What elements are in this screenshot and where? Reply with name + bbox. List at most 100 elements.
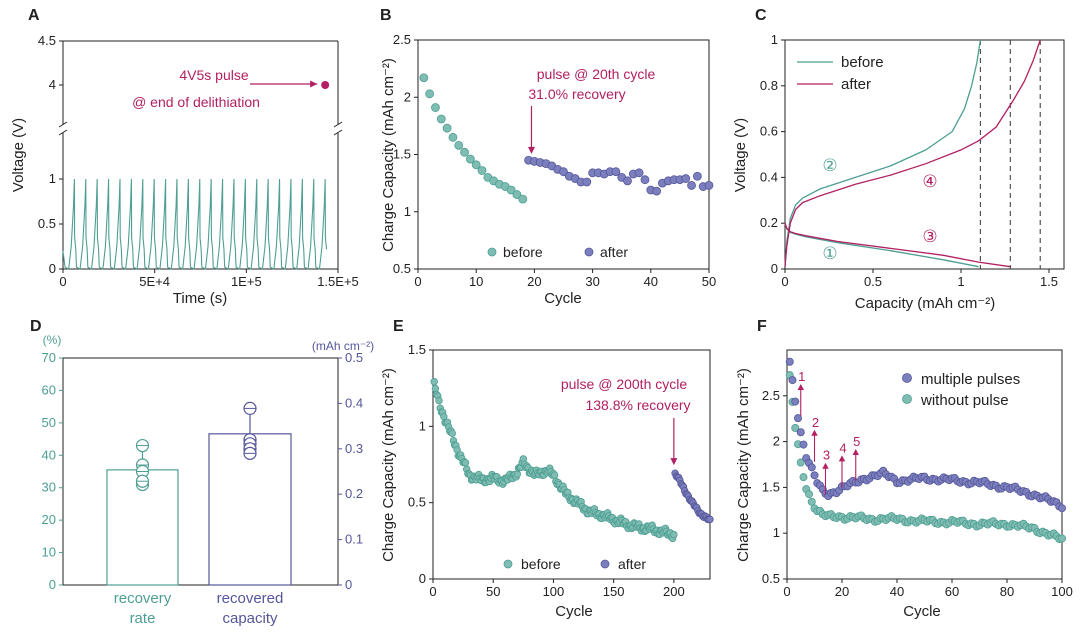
x-tick-label: 0 — [429, 584, 436, 599]
x-tick-label: 30 — [585, 274, 599, 289]
data-point-after — [706, 515, 714, 524]
y-tick-label: 0.2 — [345, 486, 363, 501]
axis-break-mark — [333, 129, 343, 136]
data-point-multiple-pulses — [796, 428, 805, 437]
x-tick-label: 0 — [783, 584, 790, 599]
legend-marker-after — [584, 247, 594, 257]
y-tick-label: 1 — [771, 32, 778, 47]
x-axis-label: Cycle — [555, 603, 593, 620]
plot-frame — [432, 349, 711, 580]
data-point-before — [448, 132, 458, 142]
curve-before-charge — [784, 39, 982, 267]
x-tick-label: 5E+4 — [139, 274, 170, 289]
curve-label-4: ④ — [922, 172, 937, 191]
pulse-number-label: 3 — [823, 448, 830, 463]
x-tick-label: 50 — [486, 584, 500, 599]
data-point-before — [431, 384, 440, 393]
data-point-before — [471, 160, 481, 170]
right-axis-unit: (mAh cm⁻²) — [312, 339, 374, 353]
y-tick-label: 4.5 — [38, 33, 56, 48]
pulse-annotation: pulse @ 200th cycle — [561, 376, 687, 392]
axis-break-mark — [333, 121, 343, 128]
category-label: rate — [130, 610, 156, 627]
y-tick-label: 0.4 — [345, 395, 363, 410]
pulse-annotation: 4V5s pulse — [179, 67, 248, 83]
y-tick-label: 1 — [773, 525, 780, 540]
x-axis-label: Cycle — [544, 290, 582, 307]
y-tick-label: 1 — [419, 418, 426, 433]
x-tick-label: 40 — [890, 584, 904, 599]
y-tick-label: 2 — [773, 434, 780, 449]
y-tick-label: 0.1 — [345, 532, 363, 547]
x-tick-label: 1.5 — [1040, 274, 1058, 289]
y-tick-label-left: 50 — [42, 415, 56, 430]
y-tick-label: 1 — [404, 204, 411, 219]
y-tick-label-left: 10 — [42, 545, 56, 560]
pulse-number-label: 2 — [812, 415, 819, 430]
y-tick-label: 1.5 — [393, 147, 411, 162]
y-tick-label: 0.5 — [38, 216, 56, 231]
data-point-before — [550, 471, 559, 479]
x-tick-label: 60 — [945, 584, 959, 599]
data-point-without-pulse — [796, 458, 805, 467]
y-tick-label-left: 0 — [49, 577, 56, 592]
x-tick-label: 0 — [781, 274, 788, 289]
pulse-arrowhead — [670, 458, 678, 466]
x-tick-label: 100 — [543, 584, 565, 599]
legend-label-after: after — [841, 76, 871, 93]
y-tick-label: 0.2 — [760, 215, 778, 230]
y-tick-label-left: 60 — [42, 382, 56, 397]
pulse-annotation: @ end of delithiation — [132, 94, 260, 110]
x-tick-label: 0.5 — [864, 274, 882, 289]
x-tick-label: 1.5E+5 — [317, 274, 359, 289]
data-point-after — [652, 186, 662, 196]
legend-label-before: before — [503, 244, 543, 260]
x-axis-label: Time (s) — [173, 290, 227, 307]
x-axis-label: Capacity (mAh cm⁻²) — [855, 295, 995, 312]
y-tick-label: 0.5 — [762, 571, 780, 586]
x-tick-label: 20 — [527, 274, 541, 289]
pulse-arrowhead — [811, 429, 818, 436]
data-point-before — [513, 470, 522, 478]
legend-label-after: after — [600, 244, 628, 260]
y-axis-label: Voltage (V) — [10, 118, 27, 192]
y-tick-label: 0.6 — [760, 124, 778, 139]
x-axis-label: Cycle — [903, 603, 941, 620]
y-axis-label: Charge Capacity (mAh cm⁻²) — [380, 368, 397, 562]
data-point-without-pulse — [791, 424, 800, 433]
data-point-before — [465, 154, 475, 164]
pulse-arrowhead — [852, 448, 859, 455]
data-point-before — [460, 147, 469, 157]
y-tick-label: 1 — [49, 171, 56, 186]
data-point-before — [430, 378, 438, 386]
pulse-point — [321, 81, 330, 89]
plot-frame — [786, 349, 1063, 580]
legend-label-before: before — [521, 556, 561, 572]
data-point-after — [559, 167, 568, 177]
y-tick-label: 0.8 — [760, 78, 778, 93]
x-tick-label: 20 — [835, 584, 849, 599]
pulse-annotation: pulse @ 20th cycle — [537, 66, 656, 82]
pulse-arrowhead — [838, 455, 846, 462]
x-tick-label: 10 — [469, 274, 483, 289]
pulse-annotation: 31.0% recovery — [528, 86, 625, 102]
y-tick-label: 2.5 — [762, 388, 780, 403]
curve-before-discharge — [784, 223, 979, 268]
category-label: recovered — [217, 590, 284, 607]
data-point-before — [442, 123, 452, 133]
data-point-without-pulse — [799, 473, 808, 482]
pulse-number-label: 4 — [839, 440, 846, 455]
data-point-before — [435, 396, 443, 405]
data-point-before — [431, 103, 440, 112]
data-point-multiple-pulses — [785, 357, 794, 366]
curve-after-charge — [784, 39, 1041, 267]
data-point-without-pulse — [1058, 534, 1067, 543]
voltage-trace — [62, 178, 328, 270]
data-point-after — [704, 181, 714, 190]
curve-label-1: ① — [822, 244, 837, 263]
data-point-before — [419, 73, 429, 83]
x-tick-label: 150 — [603, 584, 625, 599]
pulse-arrowhead — [310, 80, 318, 88]
y-tick-label: 2.5 — [393, 32, 411, 47]
pulse-arrowhead — [797, 383, 804, 390]
